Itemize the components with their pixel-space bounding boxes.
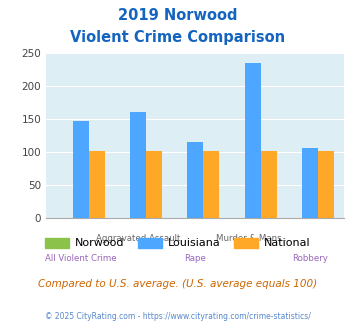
Text: All Violent Crime: All Violent Crime [45, 254, 116, 263]
Bar [203, 151, 219, 218]
Bar [318, 151, 334, 218]
Bar [261, 151, 277, 218]
Bar [146, 151, 162, 218]
Bar [130, 112, 146, 218]
Bar [302, 148, 318, 218]
Text: Robbery: Robbery [292, 254, 328, 263]
Legend: Norwood, Louisiana, National: Norwood, Louisiana, National [40, 233, 315, 253]
Text: Aggravated Assault: Aggravated Assault [96, 234, 180, 243]
Text: Compared to U.S. average. (U.S. average equals 100): Compared to U.S. average. (U.S. average … [38, 279, 317, 289]
Text: Rape: Rape [184, 254, 206, 263]
Text: Violent Crime Comparison: Violent Crime Comparison [70, 30, 285, 45]
Bar [72, 121, 89, 218]
Text: Murder & Mans...: Murder & Mans... [216, 234, 289, 243]
Bar [187, 142, 203, 218]
Text: © 2025 CityRating.com - https://www.cityrating.com/crime-statistics/: © 2025 CityRating.com - https://www.city… [45, 312, 310, 321]
Bar [245, 63, 261, 218]
Bar [89, 151, 105, 218]
Text: 2019 Norwood: 2019 Norwood [118, 8, 237, 23]
